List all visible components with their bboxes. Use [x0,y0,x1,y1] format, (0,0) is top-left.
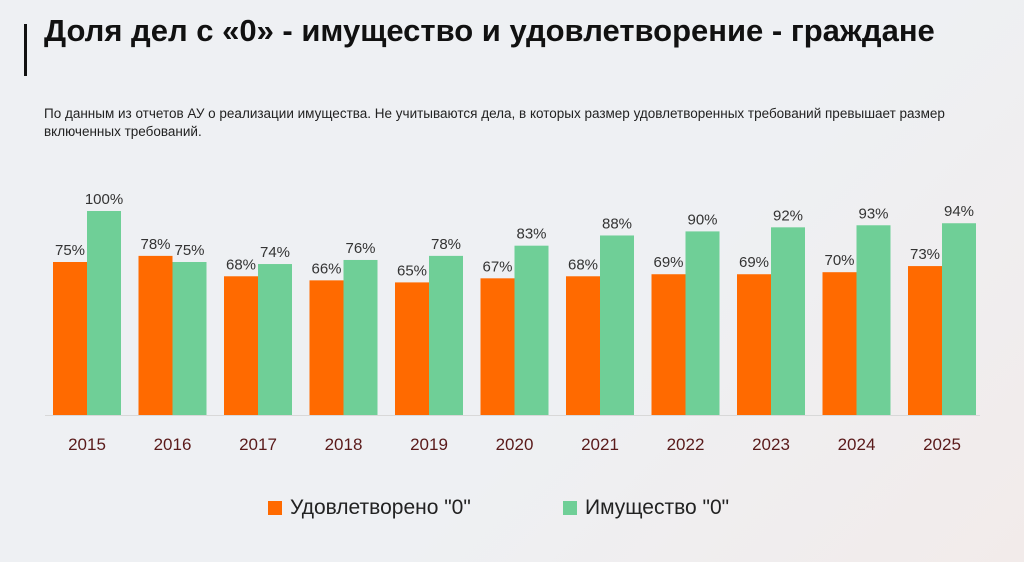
bar-property [856,225,891,415]
x-tick-label: 2019 [410,435,448,454]
bar-satisfied [224,276,258,415]
data-label: 78% [140,236,170,253]
data-label: 100% [85,191,123,208]
bar-property [87,211,121,415]
bar-property [429,255,463,415]
data-label: 75% [174,242,204,259]
bar-satisfied [395,282,429,415]
bar-satisfied [53,262,87,415]
data-label: 70% [824,252,854,269]
legend-swatch-orange [268,501,282,515]
data-label: 69% [653,254,683,271]
x-tick-label: 2025 [923,435,961,454]
data-label: 76% [345,240,375,257]
bar-property [685,231,720,415]
x-tick-label: 2023 [752,435,790,454]
data-label: 93% [858,205,888,222]
bar-property [771,227,805,415]
data-label: 78% [431,236,461,253]
subtitle: По данным из отчетов АУ о реализации иму… [44,106,945,139]
bar-property [514,245,549,415]
x-tick-label: 2024 [838,435,876,454]
bar-satisfied [480,278,515,415]
x-tick-label: 2018 [325,435,363,454]
bar-satisfied [566,276,600,415]
bar-property [172,262,207,415]
data-label: 88% [602,215,632,232]
bar-property [343,259,378,415]
data-label: 92% [773,207,803,224]
bar-property [600,235,634,415]
data-label: 83% [516,226,546,243]
data-label: 69% [739,254,769,271]
legend-swatch-green [563,501,577,515]
data-label: 74% [260,244,290,261]
data-label: 73% [910,246,940,263]
bar-satisfied [138,255,173,415]
x-tick-label: 2020 [496,435,534,454]
data-label: 67% [482,258,512,275]
bar-satisfied [651,274,686,415]
page-title: Доля дел с «0» - имущество и удовлетворе… [44,13,935,48]
data-label: 68% [568,256,598,273]
x-tick-label: 2016 [154,435,192,454]
data-label: 68% [226,256,256,273]
legend-item-property: Имущество "0" [563,496,729,520]
bar-property [258,264,292,415]
x-tick-label: 2017 [239,435,277,454]
legend-item-satisfied: Удовлетворено "0" [268,496,471,520]
bar-property [942,223,976,415]
data-label: 94% [944,203,974,220]
title-accent-bar [24,24,27,76]
x-tick-label: 2021 [581,435,619,454]
bar-satisfied [737,274,771,415]
x-tick-label: 2022 [667,435,705,454]
data-label: 90% [687,211,717,228]
data-label: 75% [55,242,85,259]
legend-label: Удовлетворено "0" [290,496,471,519]
bar-satisfied [908,266,942,415]
data-label: 65% [397,262,427,279]
x-tick-label: 2015 [68,435,106,454]
data-label: 66% [311,260,341,277]
legend-label: Имущество "0" [585,496,730,519]
bar-satisfied [309,280,344,415]
bar-satisfied [822,272,857,415]
